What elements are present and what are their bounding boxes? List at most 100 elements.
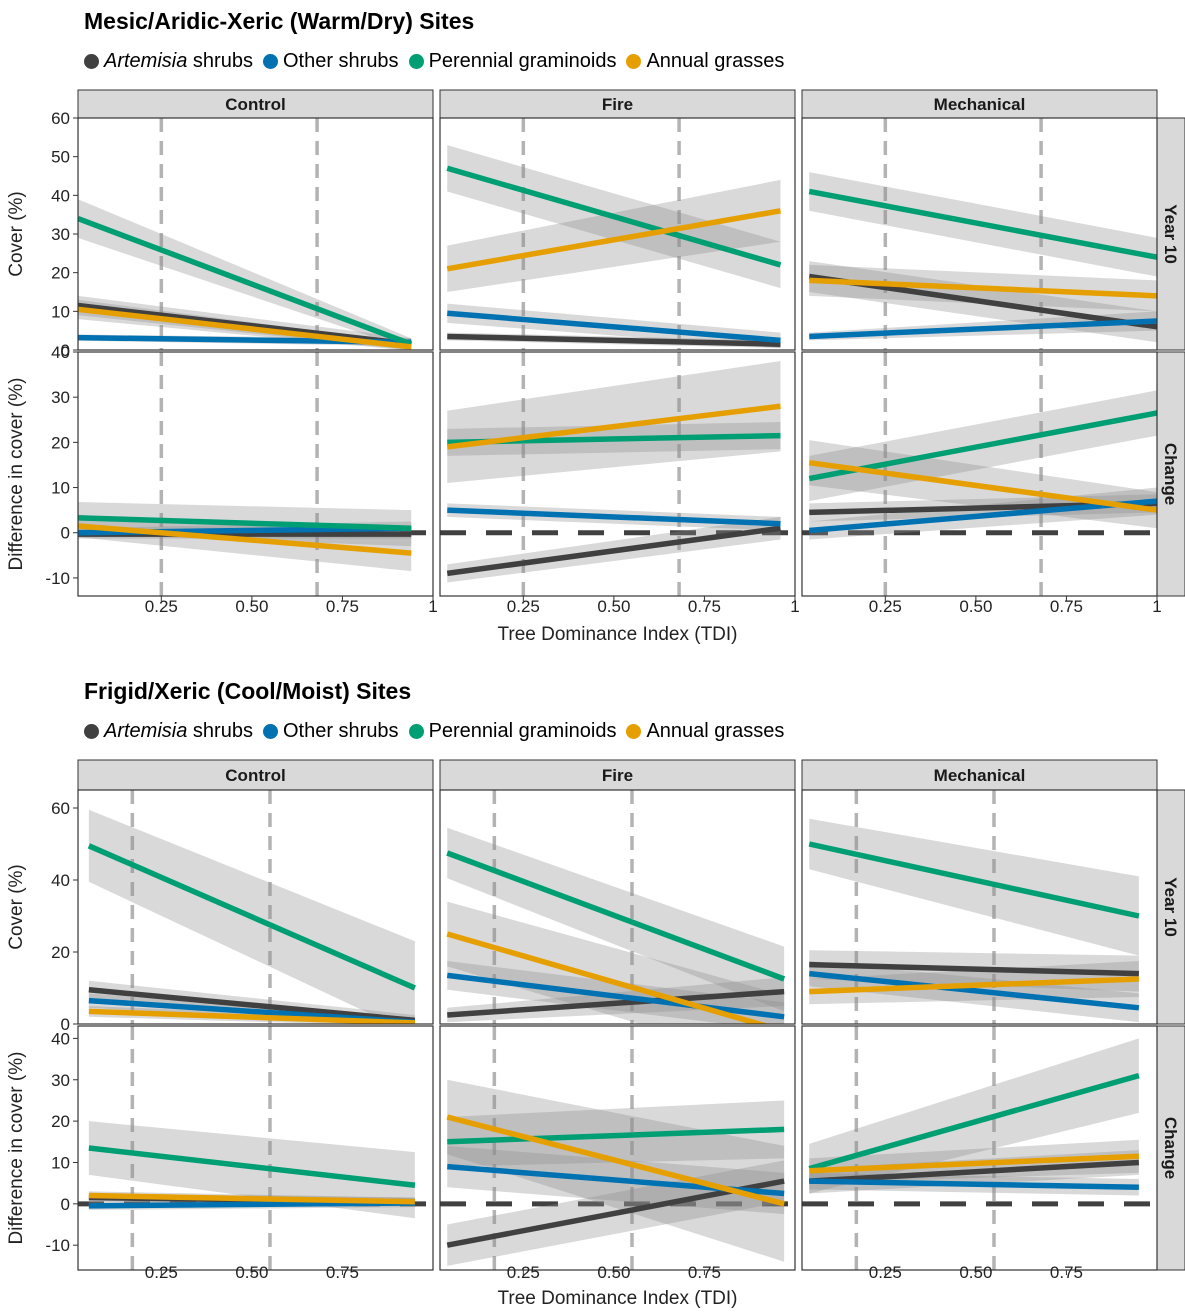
x-tick-label: 0.25: [869, 597, 902, 616]
trend-line-annual-grasses: [78, 523, 412, 556]
y-tick-label: 40: [51, 186, 70, 205]
trend-line-perennial-graminoids: [446, 165, 782, 268]
panel-border: [77, 117, 434, 351]
trend-line-other-shrubs: [447, 310, 781, 344]
panel-border: [439, 117, 796, 351]
trend-line-artemisia-shrubs: [78, 302, 412, 347]
panel-background: [802, 352, 1157, 596]
row-label: Year 10: [1161, 877, 1180, 937]
trend-line-perennial-graminoids: [808, 410, 1157, 482]
legend-swatch: [84, 54, 99, 69]
panel-fire-change: [439, 351, 796, 597]
confidence-band: [809, 818, 1139, 956]
x-tick-label: 0.75: [326, 1263, 359, 1282]
legend-label: Artemisia shrubs: [104, 720, 253, 742]
trend-line-artemisia-shrubs: [809, 1159, 1140, 1184]
x-tick-label: 0.75: [688, 597, 721, 616]
panel-mechanical-change: [801, 351, 1158, 597]
x-tick-label: 0.75: [1050, 597, 1083, 616]
trend-line-annual-grasses: [809, 1153, 1140, 1174]
row-strip: [1156, 789, 1185, 1025]
trend-line-perennial-graminoids: [447, 1126, 785, 1145]
confidence-band: [447, 361, 781, 484]
trend-line-annual-grasses: [78, 306, 412, 350]
facet-label: Mechanical: [934, 766, 1026, 785]
facet-strip: [77, 759, 434, 791]
legend-item: Other shrubs: [262, 50, 399, 73]
legend-item: Annual grasses: [626, 50, 784, 73]
legend-swatch: [262, 54, 278, 69]
facet-label: Control: [225, 95, 285, 114]
y-tick-label: 0: [61, 341, 70, 360]
y-tick-label: 60: [51, 109, 70, 128]
trend-line-annual-grasses: [88, 1008, 415, 1024]
legend-label: Other shrubs: [282, 720, 399, 742]
section-title-cool-moist: Frigid/Xeric (Cool/Moist) Sites: [84, 678, 412, 704]
panel-border: [77, 1025, 434, 1271]
trend-line-perennial-graminoids: [78, 515, 412, 531]
panel-border: [77, 789, 434, 1025]
facet-strip: [801, 759, 1158, 791]
row-label: Change: [1161, 1117, 1180, 1179]
panel-control-year-10: [77, 117, 434, 351]
x-tick-label: 0.75: [326, 597, 359, 616]
y-tick-label: 30: [51, 388, 70, 407]
x-tick-label: 0.25: [507, 1263, 540, 1282]
row-strip: [1156, 117, 1185, 351]
trend-line-perennial-graminoids: [88, 1145, 416, 1188]
x-tick-label: 0.50: [597, 597, 630, 616]
confidence-band: [809, 1038, 1139, 1194]
legend-item: Artemisia shrubs: [84, 50, 253, 73]
panel-control-year-10: [77, 789, 434, 1025]
y-tick-label: 0: [61, 1195, 70, 1214]
legend-label: Perennial graminoids: [428, 720, 617, 742]
panel-fire-year-10: [439, 789, 796, 1025]
y-tick-label: 20: [51, 433, 70, 452]
panel-fire-change: [439, 1025, 796, 1271]
legend-item: Annual grasses: [626, 720, 784, 743]
trend-line-perennial-graminoids: [808, 188, 1157, 260]
y-tick-label: 10: [51, 302, 70, 321]
panel-border: [801, 351, 1158, 597]
x-axis-label: Tree Dominance Index (TDI): [497, 1288, 737, 1309]
panel-border: [439, 351, 796, 597]
trend-line-annual-grasses: [446, 403, 781, 450]
panel-background: [440, 118, 795, 350]
legend-swatch: [626, 724, 642, 739]
facet-strip: [801, 89, 1158, 119]
y-axis-label: Cover (%): [6, 191, 27, 277]
y-tick-label: -10: [45, 569, 70, 588]
trend-line-annual-grasses: [809, 976, 1139, 995]
panel-fire-year-10: [439, 117, 796, 351]
trend-line-other-shrubs: [809, 318, 1157, 340]
legend-label: Perennial graminoids: [428, 50, 617, 72]
trend-line-annual-grasses: [88, 1192, 415, 1205]
legend-swatch: [408, 54, 424, 69]
chart-cool-moist: Control Fire Mechanical Year 10 Cover (%) 0 20…: [6, 759, 1185, 1309]
trend-line-perennial-graminoids: [78, 215, 413, 347]
legend-warm-dry: Artemisia shrubs Other shrubs Perennial gr…: [84, 50, 794, 73]
y-tick-label: 20: [51, 264, 70, 283]
trend-line-artemisia-shrubs: [446, 525, 781, 577]
section-title-warm-dry: Mesic/Aridic-Xeric (Warm/Dry) Sites: [84, 8, 475, 34]
y-tick-label: 10: [51, 479, 70, 498]
confidence-band: [88, 1121, 415, 1219]
trend-line-annual-grasses: [808, 459, 1157, 513]
legend-swatch: [626, 54, 642, 69]
y-tick-label: 30: [51, 225, 70, 244]
y-tick-label: 30: [51, 1071, 70, 1090]
panel-control-change: [77, 351, 434, 597]
trend-line-annual-grasses: [446, 931, 770, 1024]
trend-line-artemisia-shrubs: [88, 987, 416, 1024]
trend-line-perennial-graminoids: [87, 843, 416, 991]
facet-label: Fire: [602, 766, 633, 785]
legend-label: Artemisia shrubs: [104, 50, 253, 72]
legend-swatch: [408, 724, 424, 739]
confidence-band: [447, 1079, 785, 1262]
legend-label: Annual grasses: [646, 720, 785, 742]
trend-line-annual-grasses: [446, 208, 781, 272]
panel-background: [78, 790, 433, 1024]
x-tick-label: 0.25: [869, 1263, 902, 1282]
legend-item: Other shrubs: [262, 720, 399, 743]
panel-border: [801, 117, 1158, 351]
